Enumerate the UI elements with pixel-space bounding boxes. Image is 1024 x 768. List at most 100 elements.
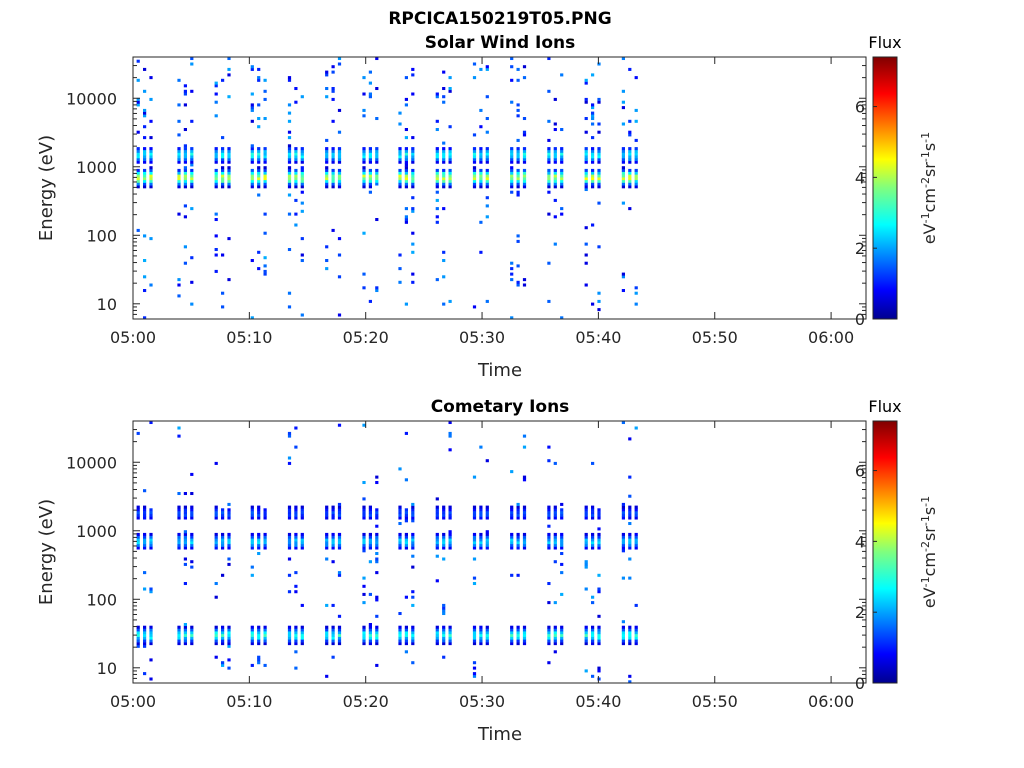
spectrogram-cell: [510, 149, 514, 153]
spectrogram-cell: [435, 160, 439, 164]
spectrogram-cell: [337, 160, 342, 164]
spectrogram-cell: [411, 505, 415, 509]
spectrogram-cell: [227, 147, 231, 151]
spectrogram-cell: [591, 674, 595, 678]
spectrogram-cell: [177, 532, 181, 536]
spectrogram-cell: [404, 541, 408, 545]
spectrogram-cell: [337, 174, 342, 178]
spectrogram-cell: [634, 76, 638, 80]
spectrogram-cell: [331, 119, 335, 123]
spectrogram-cell: [485, 636, 489, 640]
spectrogram-cell: [448, 532, 452, 536]
spectrogram-cell: [560, 642, 564, 646]
spectrogram-cell: [331, 70, 335, 74]
spectrogram-cell: [411, 535, 415, 539]
spectrogram-cell: [584, 642, 588, 646]
spectrogram-cell: [149, 658, 153, 662]
spectrogram-cell: [136, 631, 140, 635]
spectrogram-cell: [183, 562, 187, 566]
spectrogram-cell: [362, 516, 366, 520]
spectrogram-cell: [553, 152, 557, 156]
spectrogram-cell: [510, 166, 514, 170]
spectrogram-cell: [177, 177, 181, 181]
spectrogram-cell: [411, 513, 415, 517]
spectrogram-cell: [375, 543, 379, 547]
spectrogram-cell: [411, 152, 415, 156]
spectrogram-cell: [591, 155, 595, 159]
spectrogram-cell: [597, 614, 601, 618]
spectrogram-cell: [257, 250, 261, 254]
spectrogram-cell: [634, 182, 638, 186]
spectrogram-cell: [404, 103, 408, 107]
spectrogram-cell: [294, 631, 298, 635]
spectrogram-cell: [362, 639, 366, 643]
spectrogram-cell: [300, 182, 304, 186]
spectrogram-cell: [227, 152, 231, 156]
spectrogram-cell: [634, 625, 638, 629]
spectrogram-cell: [510, 631, 514, 635]
spectrogram-cell: [183, 535, 187, 539]
spectrogram-cell: [404, 166, 408, 170]
spectrogram-cell: [183, 185, 187, 189]
y-tick-label: 10: [97, 295, 117, 314]
spectrogram-cell: [597, 513, 601, 517]
spectrogram-cell: [375, 639, 379, 643]
spectrogram-cell: [472, 516, 477, 520]
spectrogram-cell: [510, 158, 514, 162]
spectrogram-cell: [263, 160, 267, 164]
spectrogram-cell: [591, 177, 595, 181]
spectrogram-cell: [257, 267, 261, 271]
spectrogram-cell: [448, 168, 452, 172]
spectrogram-cell: [362, 576, 366, 580]
spectrogram-cell: [472, 185, 477, 189]
colorbar-tick-label: 4: [855, 168, 865, 187]
spectrogram-cell: [621, 549, 625, 553]
spectrogram-cell: [510, 190, 514, 194]
spectrogram-cell: [287, 182, 292, 186]
spectrogram-cell: [177, 278, 181, 282]
spectrogram-cell: [591, 541, 595, 545]
spectrogram-cell: [337, 253, 342, 257]
spectrogram-cell: [404, 152, 408, 156]
spectrogram-cell: [375, 168, 379, 172]
spectrogram-cell: [411, 158, 415, 162]
spectrogram-cell: [479, 177, 483, 181]
spectrogram-cell: [584, 171, 588, 175]
spectrogram-cell: [472, 538, 477, 542]
spectrogram-cell: [411, 565, 415, 569]
spectrogram-cell: [300, 166, 304, 170]
spectrogram-cell: [257, 149, 261, 153]
spectrogram-cell: [479, 171, 483, 175]
spectrogram-cell: [479, 505, 483, 509]
spectrogram-cell: [516, 239, 520, 243]
spectrogram-cell: [553, 122, 557, 126]
spectrogram-cell: [300, 513, 304, 517]
spectrogram-cell: [547, 168, 551, 172]
spectrogram-cell: [522, 147, 527, 151]
spectrogram-cell: [190, 302, 194, 306]
spectrogram-cell: [221, 291, 225, 295]
spectrogram-cell: [300, 541, 304, 545]
spectrogram-cell: [634, 185, 638, 189]
spectrogram-cell: [221, 546, 225, 550]
spectrogram-cell: [263, 256, 267, 260]
spectrogram-cell: [448, 147, 452, 151]
spectrogram-cell: [227, 511, 231, 515]
spectrogram-cell: [143, 538, 147, 542]
spectrogram-cell: [294, 155, 298, 159]
spectrogram-cell: [362, 532, 366, 536]
spectrogram-cell: [485, 65, 489, 69]
spectrogram-cell: [263, 174, 267, 178]
spectrogram-cell: [331, 543, 335, 547]
spectrogram-cell: [584, 152, 588, 156]
spectrogram-cell: [485, 530, 489, 534]
spectrogram-cell: [584, 182, 588, 186]
spectrogram-cell: [257, 661, 261, 665]
spectrogram-cell: [250, 663, 254, 667]
spectrogram-cell: [337, 57, 342, 61]
spectrogram-cell: [597, 299, 601, 303]
spectrogram-cell: [628, 149, 632, 153]
spectrogram-cell: [628, 628, 632, 632]
spectrogram-cell: [584, 179, 588, 183]
spectrogram-cell: [183, 625, 187, 629]
